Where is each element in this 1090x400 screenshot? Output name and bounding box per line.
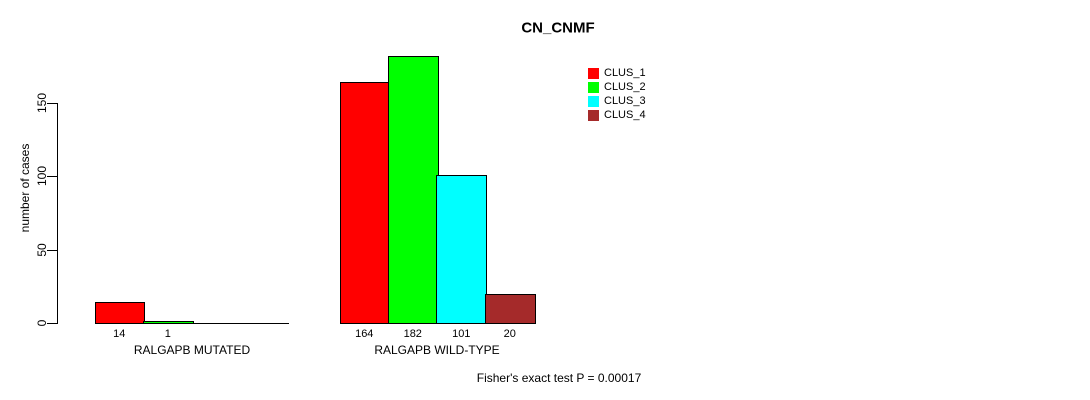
bar-clus_1 [340, 82, 390, 324]
legend-row: CLUS_1 [588, 66, 646, 80]
legend: CLUS_1 CLUS_2 CLUS_3 CLUS_4 [588, 66, 646, 123]
y-axis-label: number of cases [18, 143, 32, 233]
bar-value-label: 101 [452, 328, 471, 340]
x-group-label: RALGAPB WILD-TYPE [374, 343, 500, 357]
legend-swatch-icon [588, 81, 599, 93]
legend-swatch-icon [588, 95, 599, 107]
legend-row: CLUS_4 [588, 109, 646, 123]
y-tick-label: 50 [35, 243, 49, 257]
legend-row: CLUS_2 [588, 80, 646, 94]
legend-swatch-icon [588, 67, 599, 79]
bar-clus_3 [436, 175, 487, 324]
chart-title: CN_CNMF [521, 19, 595, 37]
fisher-test-annotation: Fisher's exact test P = 0.00017 [476, 371, 642, 385]
y-axis-line [57, 103, 58, 324]
bar-clus_1 [95, 302, 145, 324]
legend-label: CLUS_1 [604, 66, 646, 79]
bar-value-label: 182 [403, 328, 422, 340]
bar-clus_4 [485, 294, 536, 324]
legend-label: CLUS_4 [604, 109, 646, 122]
bar-value-label: 164 [355, 328, 374, 340]
legend-swatch-icon [588, 110, 599, 122]
legend-label: CLUS_3 [604, 94, 646, 107]
y-tick-mark [47, 250, 57, 251]
legend-label: CLUS_2 [604, 80, 646, 93]
y-tick-mark [47, 176, 57, 177]
bar-value-label: 14 [113, 328, 126, 340]
bar-clus_2 [388, 56, 439, 324]
y-tick-mark [47, 323, 57, 324]
y-tick-label: 150 [35, 92, 49, 114]
legend-row: CLUS_3 [588, 94, 646, 108]
bar-clus_2 [143, 321, 194, 324]
x-group-label: RALGAPB MUTATED [133, 343, 251, 357]
bar-value-label: 1 [164, 328, 171, 340]
y-tick-label: 100 [35, 165, 49, 187]
y-tick-label: 0 [35, 319, 49, 327]
bar-value-label: 20 [503, 328, 516, 340]
y-tick-mark [47, 103, 57, 104]
